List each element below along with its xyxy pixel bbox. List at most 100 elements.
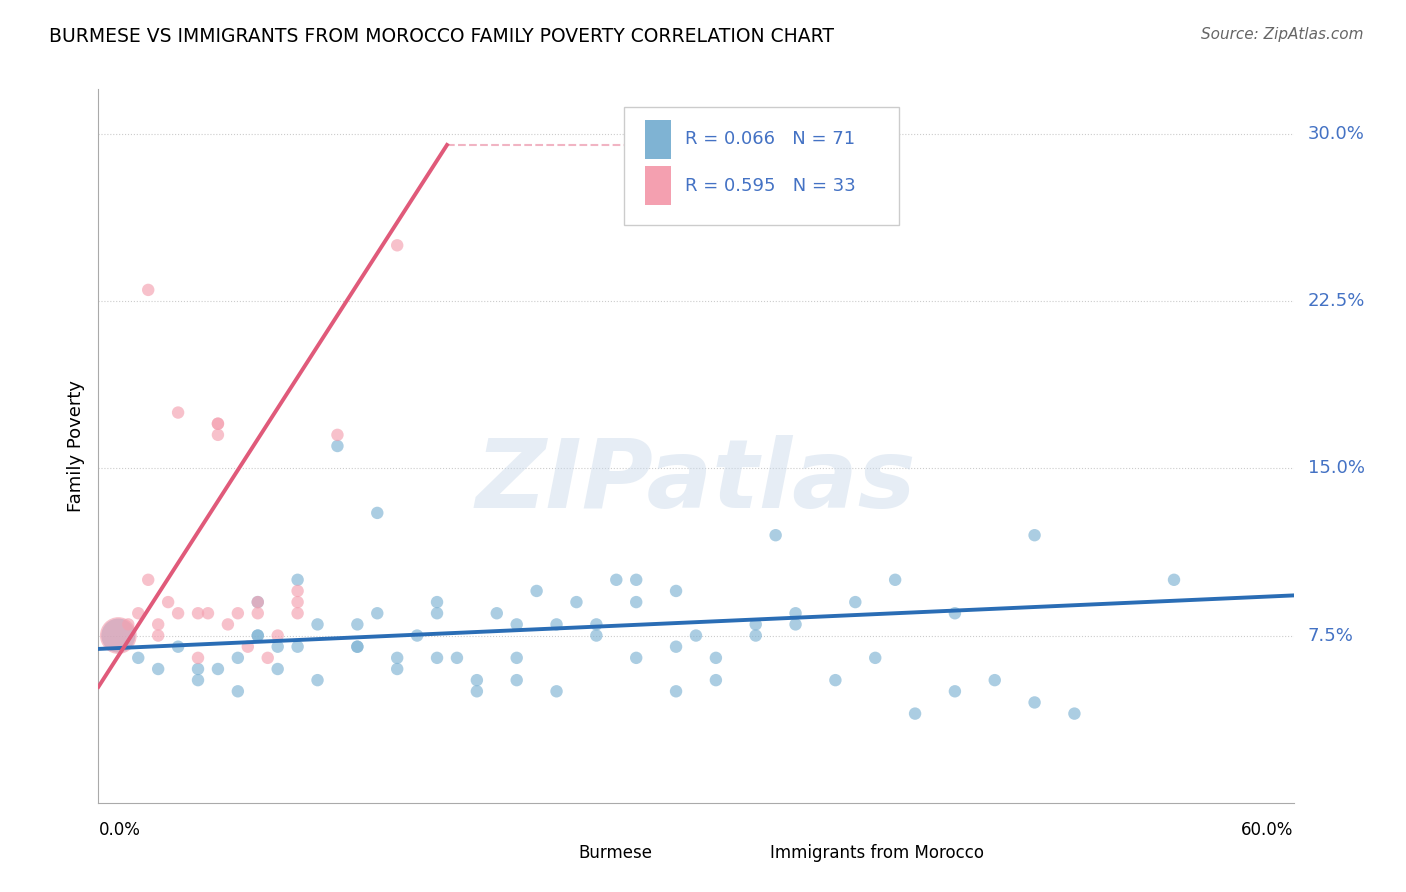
Point (207, 417, 229, 431)
Point (157, 595, 180, 609)
Point (984, 673, 1007, 687)
Text: 30.0%: 30.0% (1308, 125, 1365, 143)
Point (167, 405, 190, 419)
Point (704, 673, 727, 687)
Point (626, 573, 648, 587)
Point (546, 617, 568, 632)
Point (1024, 696, 1046, 710)
Point (246, 607, 269, 621)
Point (485, 607, 508, 621)
Point (585, 628, 607, 642)
Point (366, 607, 388, 621)
Point (605, 573, 627, 587)
Point (148, 662, 170, 676)
Point (246, 595, 269, 609)
Point (326, 439, 349, 453)
Point (207, 417, 229, 431)
Point (346, 640, 368, 654)
Point (904, 706, 927, 721)
Point (187, 607, 209, 621)
Point (745, 628, 768, 642)
Point (217, 617, 239, 632)
Y-axis label: Family Poverty: Family Poverty (66, 380, 84, 512)
FancyBboxPatch shape (733, 842, 758, 863)
Point (226, 607, 249, 621)
Point (307, 673, 329, 687)
Point (127, 607, 149, 621)
Text: 15.0%: 15.0% (1308, 459, 1365, 477)
Point (685, 628, 707, 642)
Text: Immigrants from Morocco: Immigrants from Morocco (770, 844, 984, 862)
Text: 60.0%: 60.0% (1241, 821, 1294, 838)
Point (117, 617, 139, 632)
Point (844, 595, 866, 609)
Point (148, 617, 170, 632)
Point (246, 595, 269, 609)
Text: Burmese: Burmese (579, 844, 652, 862)
Point (506, 651, 529, 665)
Point (546, 684, 568, 698)
Point (506, 617, 529, 632)
Point (426, 651, 449, 665)
Point (506, 673, 529, 687)
Point (287, 595, 309, 609)
Point (465, 673, 488, 687)
Point (943, 607, 966, 621)
Point (406, 628, 429, 642)
Text: BURMESE VS IMMIGRANTS FROM MOROCCO FAMILY POVERTY CORRELATION CHART: BURMESE VS IMMIGRANTS FROM MOROCCO FAMIL… (49, 27, 834, 45)
Point (1163, 573, 1185, 587)
Point (665, 583, 688, 598)
Text: 7.5%: 7.5% (1308, 626, 1354, 645)
Point (326, 427, 349, 442)
Point (127, 651, 149, 665)
Point (167, 607, 190, 621)
Point (626, 595, 648, 609)
Point (287, 583, 309, 598)
Text: R = 0.066   N = 71: R = 0.066 N = 71 (685, 130, 855, 148)
Point (865, 651, 887, 665)
Point (307, 617, 329, 632)
Point (824, 149, 846, 163)
FancyBboxPatch shape (624, 107, 900, 225)
Point (187, 662, 209, 676)
Point (267, 662, 290, 676)
Point (943, 684, 966, 698)
Point (207, 662, 229, 676)
Point (107, 628, 129, 642)
Point (824, 673, 846, 687)
Text: Source: ZipAtlas.com: Source: ZipAtlas.com (1201, 27, 1364, 42)
Point (267, 628, 290, 642)
Point (136, 573, 159, 587)
Point (287, 640, 309, 654)
Point (785, 607, 807, 621)
Point (884, 573, 907, 587)
FancyBboxPatch shape (644, 120, 671, 159)
Point (136, 283, 159, 297)
Point (167, 640, 190, 654)
Text: 0.0%: 0.0% (98, 821, 141, 838)
Point (626, 651, 648, 665)
Point (426, 607, 449, 621)
Point (385, 238, 409, 252)
Point (385, 662, 409, 676)
FancyBboxPatch shape (644, 166, 671, 205)
Point (665, 684, 688, 698)
Point (366, 506, 388, 520)
Point (226, 651, 249, 665)
Point (465, 684, 488, 698)
Point (246, 628, 269, 642)
Text: 22.5%: 22.5% (1308, 292, 1365, 310)
Point (585, 617, 607, 632)
Point (256, 651, 278, 665)
Text: R = 0.595   N = 33: R = 0.595 N = 33 (685, 177, 856, 194)
Point (385, 651, 409, 665)
Point (565, 595, 588, 609)
Point (187, 673, 209, 687)
Point (287, 607, 309, 621)
Point (107, 628, 129, 642)
Point (446, 651, 468, 665)
Point (346, 617, 368, 632)
Point (526, 583, 548, 598)
Point (226, 684, 249, 698)
Point (148, 628, 170, 642)
